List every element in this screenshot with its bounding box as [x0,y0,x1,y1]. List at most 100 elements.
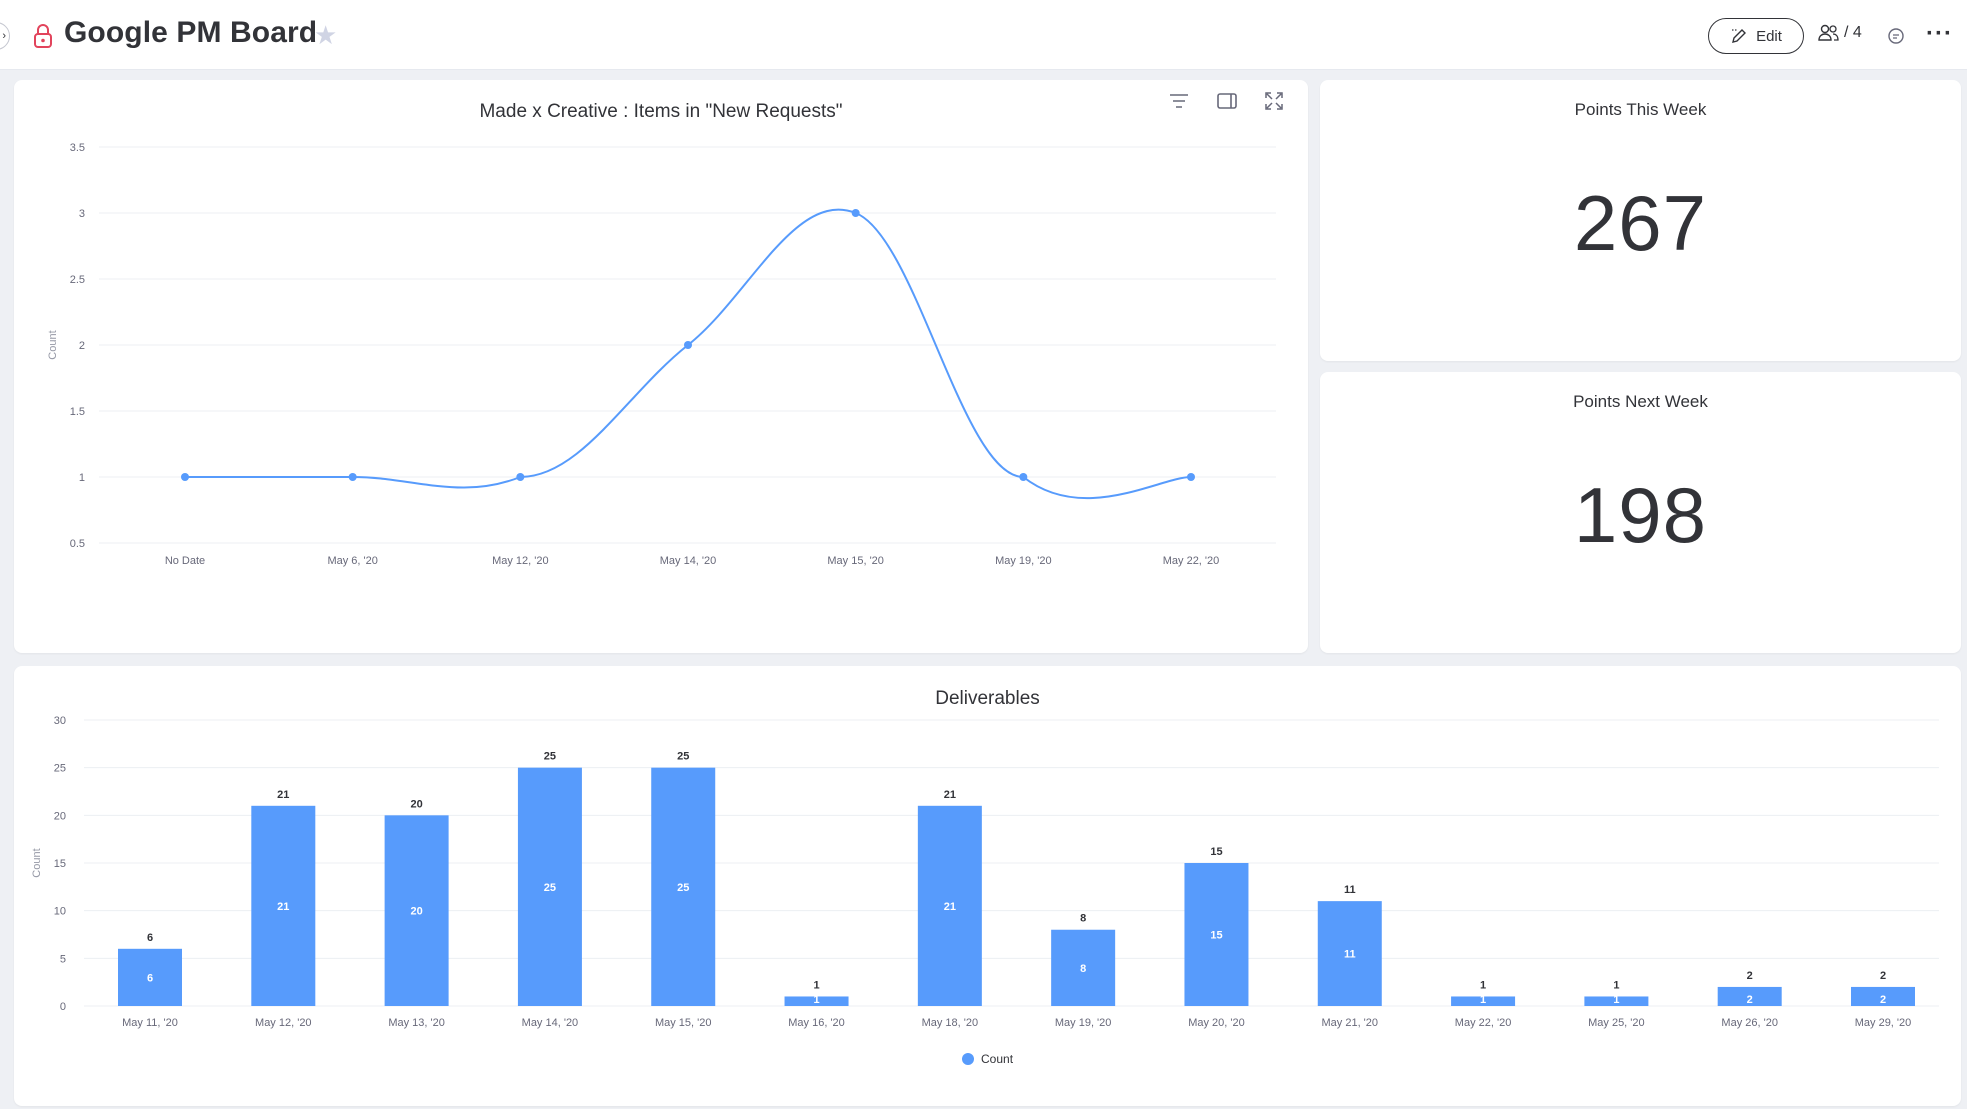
bar-inner-label: 25 [544,882,556,894]
bar [1317,901,1382,1006]
fullscreen-icon[interactable] [1264,92,1284,110]
y-tick-label: 15 [54,858,66,870]
bar [251,805,316,1006]
points-next-week-widget: Points Next Week 198 [1320,372,1961,653]
x-tick-label: May 16, '20 [788,1017,845,1029]
data-point [348,473,357,481]
bar-inner-label: 8 [1080,963,1086,975]
bar-value-label: 20 [410,798,422,810]
bar-value-label: 15 [1210,846,1222,858]
people-icon [1818,24,1839,41]
points-this-week-value: 267 [1573,179,1708,267]
bar-chart-title: Deliverables [935,688,1040,709]
x-tick-label: No Date [165,555,205,567]
data-point [1019,473,1028,481]
bar-inner-label: 25 [677,882,689,894]
layout-panel-icon[interactable] [1216,92,1238,110]
data-point [1187,473,1195,481]
y-axis-label: Count [47,330,59,359]
points-this-week-title: Points This Week [1574,100,1707,119]
board-members-button[interactable]: / 4 [1818,24,1862,42]
board-title: Google PM Board [64,16,318,49]
y-tick-label: 3.5 [70,142,85,154]
line-chart-widget: Made x Creative : Items in "New Requests… [14,80,1308,653]
x-tick-label: May 19, '20 [1055,1017,1112,1029]
filter-icon[interactable] [1168,92,1190,110]
x-tick-label: May 12, '20 [255,1017,312,1029]
y-tick-label: 1.5 [70,406,85,418]
x-tick-label: May 14, '20 [522,1017,579,1029]
bar [1717,986,1782,1006]
x-tick-label: May 14, '20 [660,555,717,567]
line-chart-title: Made x Creative : Items in "New Requests… [479,101,843,122]
y-tick-label: 2 [79,340,85,352]
bar-inner-label: 1 [1480,994,1486,1006]
bar-inner-label: 15 [1210,930,1222,942]
bar-inner-label: 2 [1880,994,1886,1006]
y-tick-label: 30 [54,715,66,727]
y-tick-label: 0 [60,1001,66,1013]
y-tick-label: 20 [54,810,66,822]
legend-label: Count [981,1052,1014,1066]
edit-label: Edit [1756,27,1782,45]
x-tick-label: May 22, '20 [1163,555,1220,567]
points-next-week-title: Points Next Week [1573,392,1708,411]
widget-toolbar [1168,92,1284,110]
x-tick-label: May 15, '20 [827,555,884,567]
bar [1184,863,1249,1006]
x-tick-label: May 6, '20 [327,555,377,567]
line-chart: 0.5 1 1.5 2 2.5 3 3.5 Count No Date May 6, '20 May… [47,142,1276,567]
y-tick-label: 10 [54,906,66,918]
bar-value-label: 11 [1344,884,1356,896]
x-tick-label: May 20, '20 [1188,1017,1245,1029]
bar [1851,986,1915,1006]
x-tick-label: May 12, '20 [492,555,549,567]
bar-inner-label: 21 [277,901,289,913]
more-options-icon[interactable]: ··· [1926,20,1953,47]
bar-inner-label: 6 [147,972,153,984]
bar [784,996,849,1006]
bar-value-label: 2 [1880,970,1886,982]
bar [384,815,449,1006]
bar-chart-widget: Deliverables 0 5 10 15 20 25 30 Count 6 6 May 11, … [14,666,1961,1106]
x-tick-label: May 19, '20 [995,555,1052,567]
points-next-week-value: 198 [1573,471,1708,559]
x-tick-label: May 22, '20 [1455,1017,1512,1029]
favorite-star-icon[interactable]: ★ [314,20,338,50]
bar [118,948,182,1006]
bar [1451,996,1516,1006]
bar [917,805,982,1006]
data-point [684,341,692,349]
bar-value-label: 1 [813,979,819,991]
pencil-icon [1732,29,1747,43]
bar [1584,996,1649,1006]
x-tick-label: May 15, '20 [655,1017,712,1029]
members-count: / 4 [1844,24,1862,41]
y-tick-label: 25 [54,763,66,775]
bar-value-label: 25 [677,751,689,763]
bar-inner-label: 1 [1613,994,1619,1006]
series-line-count [185,208,1192,500]
bar-value-label: 8 [1080,913,1086,925]
x-tick-label: May 18, '20 [922,1017,979,1029]
bar [1051,929,1116,1006]
edit-button[interactable]: Edit [1708,18,1804,54]
data-point [181,473,189,481]
bar-value-label: 1 [1613,979,1619,991]
bar-inner-label: 21 [944,901,956,913]
bar-value-label: 21 [277,789,289,801]
bar [651,767,716,1006]
collapse-sidebar-button[interactable]: › [0,22,10,50]
bar-inner-label: 20 [410,906,422,918]
board-header: › Google PM Board ★ Edit / 4 ··· [0,0,1967,70]
y-tick-label: 1 [79,472,85,484]
y-tick-label: 0.5 [70,538,85,550]
data-point [516,473,525,481]
bar-value-label: 6 [147,932,153,944]
x-tick-label: May 11, '20 [122,1017,178,1029]
bar-value-label: 21 [944,789,956,801]
activity-chat-icon[interactable] [1886,26,1906,46]
bar-value-label: 1 [1480,979,1486,991]
bar-value-label: 25 [544,751,556,763]
